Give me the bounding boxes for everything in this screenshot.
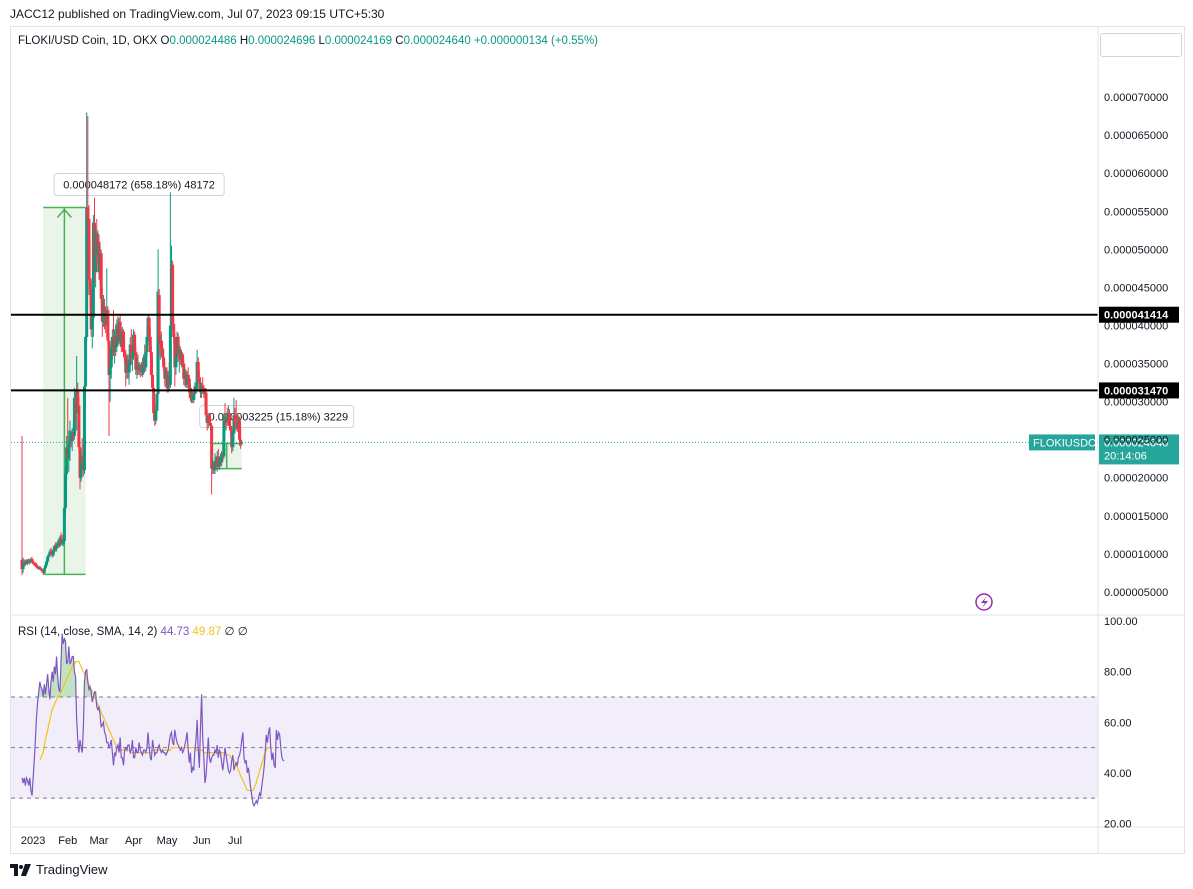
price-legend: FLOKI/USD Coin, 1D, OKX O0.000024486 H0.… [18,35,598,47]
rsi-label[interactable]: RSI (14, close, SMA, 14, 2) [18,626,158,638]
low-value: 0.000024169 [324,35,393,47]
rsi-extra-2: ∅ [237,626,248,638]
rsi-extra-1: ∅ [224,626,235,638]
close-label: C [395,35,404,47]
symbol-label[interactable]: FLOKI/USD Coin, 1D, OKX [18,35,158,47]
close-value: 0.000024640 [403,35,471,47]
rsi-legend: RSI (14, close, SMA, 14, 2) 44.73 49.87 … [18,624,248,638]
rsi-value: 44.73 [160,626,190,638]
chart-frame [10,26,1185,854]
tradingview-logo[interactable]: TradingView [10,862,108,877]
change-value: +0.000000134 (+0.55%) [473,35,598,47]
open-value: 0.000024486 [169,35,237,47]
symbol-search-box[interactable] [1100,33,1182,57]
high-value: 0.000024696 [248,35,316,47]
low-label: L [318,35,325,47]
open-label: O [160,35,170,47]
high-label: H [239,35,249,47]
tradingview-logo-icon [10,863,31,876]
publisher-text: JACC12 published on TradingView.com, Jul… [10,7,385,21]
rsi-sma-value: 49.87 [192,626,222,638]
tradingview-label: TradingView [36,862,108,877]
